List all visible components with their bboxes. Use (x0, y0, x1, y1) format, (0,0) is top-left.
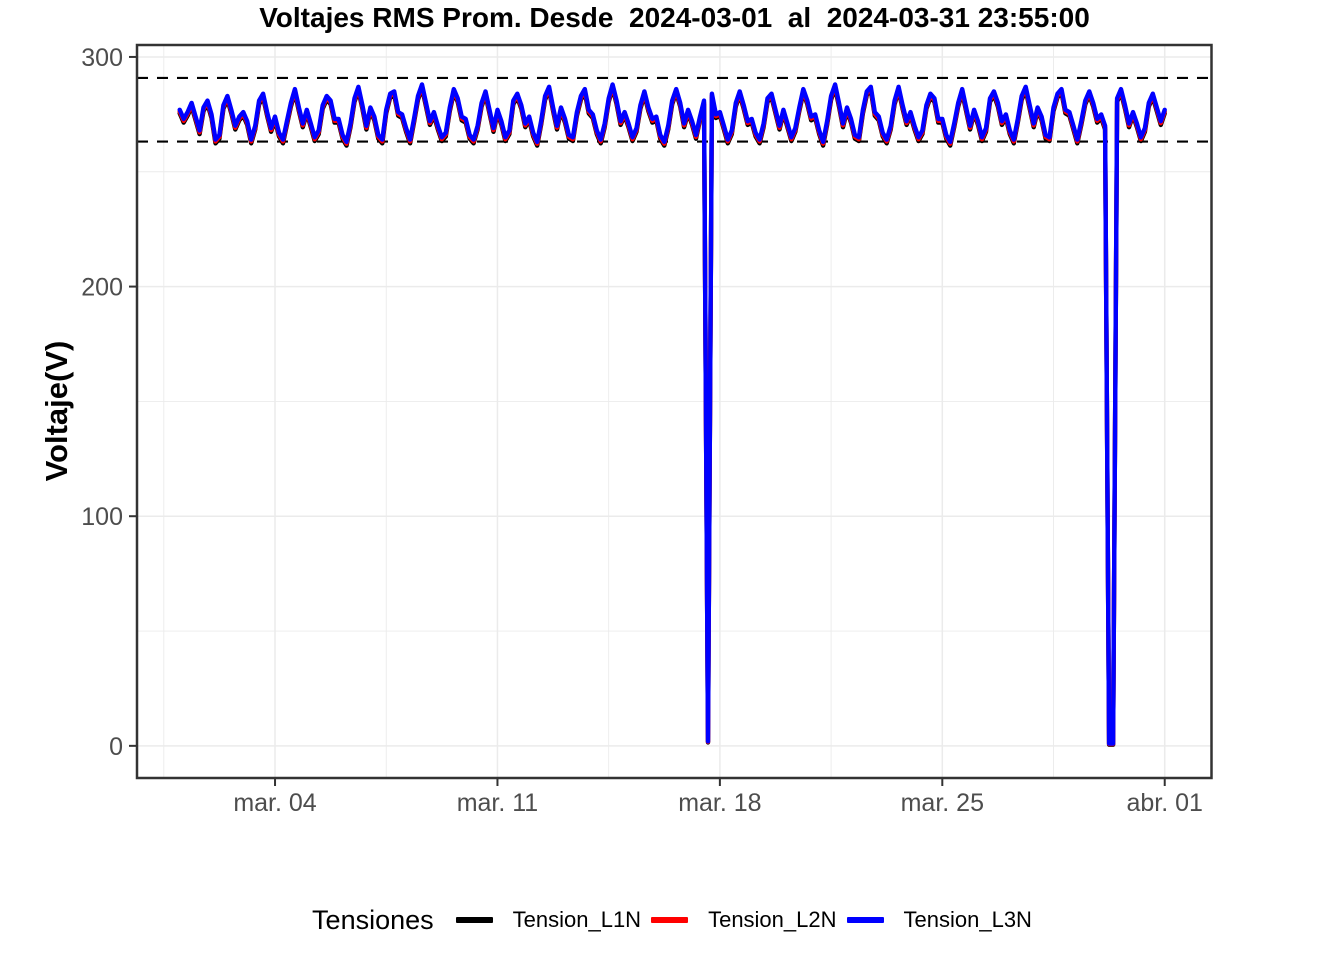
legend-entry-tension-l3n: Tension_L3N (846, 907, 1032, 933)
x-tick-label: abr. 01 (1127, 789, 1203, 817)
x-tick-label: mar. 11 (457, 789, 539, 817)
chart-title: Voltajes RMS Prom. Desde 2024-03-01 al 2… (259, 2, 1090, 33)
legend-title: Tensiones (312, 904, 434, 935)
legend-entry-label: Tension_L1N (512, 907, 642, 932)
x-tick-label: mar. 18 (678, 789, 761, 817)
legend-key-line-icon (846, 917, 884, 923)
legend-entry-tension-l1n: Tension_L1N (455, 907, 642, 933)
legend-entry-label: Tension_L2N (708, 907, 837, 932)
series-line-tension_l3n (177, 82, 1167, 746)
legend-entries: Tension_L1N Tension_L2N Tension_L3N (455, 907, 1032, 933)
y-tick-label: 200 (81, 274, 123, 302)
y-tick-label: 300 (81, 44, 123, 72)
legend-key-line-icon (651, 917, 689, 923)
panel-background (137, 45, 1212, 778)
y-tick-label: 100 (81, 503, 123, 531)
x-tick-label: mar. 04 (233, 789, 316, 817)
legend-entry-tension-l2n: Tension_L2N (651, 907, 837, 933)
panel-border (135, 43, 1213, 780)
y-tick-label: 0 (109, 733, 123, 761)
legend: Tensiones Tension_L1N Tension_L2N Tension_… (0, 894, 1344, 946)
legend-key-line-icon (455, 917, 493, 923)
legend-entry-label: Tension_L3N (903, 907, 1032, 932)
x-tick-label: mar. 25 (901, 789, 984, 817)
